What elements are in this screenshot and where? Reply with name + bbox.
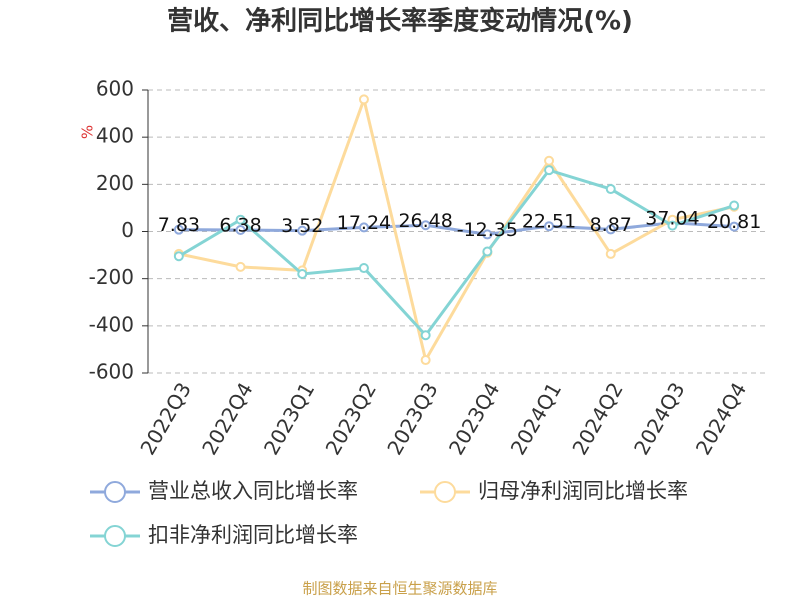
x-tick-label: 2024Q2: [567, 378, 627, 459]
data-point: [667, 220, 678, 231]
x-tick-label: 2024Q4: [691, 378, 751, 459]
data-label: 26.48: [398, 210, 452, 232]
data-point: [420, 330, 431, 341]
data-point: [544, 155, 555, 166]
data-point: [544, 165, 555, 176]
legend-item[interactable]: 营业总收入同比增长率: [90, 479, 358, 503]
x-tick-label: 2022Q4: [197, 378, 257, 459]
data-label: -12.35: [457, 219, 518, 241]
y-tick-label: -400: [89, 312, 134, 336]
x-tick-label: 2023Q1: [259, 378, 319, 459]
legend-label: 归母净利润同比增长率: [478, 479, 688, 503]
x-tick-label: 2022Q3: [135, 378, 195, 459]
data-point: [482, 229, 493, 240]
y-tick-label: 400: [96, 124, 134, 148]
data-point: [729, 221, 740, 232]
series-line: [178, 94, 735, 365]
data-point: [482, 246, 493, 257]
data-point: [235, 214, 246, 225]
data-label: 20.81: [707, 211, 761, 233]
x-tick-label: 2023Q3: [382, 378, 442, 459]
data-point: [605, 248, 616, 259]
x-tick-label: 2023Q2: [321, 378, 381, 459]
data-point: [420, 355, 431, 366]
data-point: [605, 224, 616, 235]
data-point: [729, 200, 740, 211]
data-label: 17.24: [337, 212, 391, 234]
data-label: 7.83: [158, 214, 200, 236]
data-point: [544, 221, 555, 232]
legend-label: 扣非净利润同比增长率: [148, 523, 358, 547]
data-label: 3.52: [281, 215, 323, 237]
x-tick-label: 2024Q3: [629, 378, 689, 459]
y-tick-label: 0: [121, 218, 134, 242]
y-tick-label: -200: [89, 265, 134, 289]
data-point: [297, 268, 308, 279]
legend-label: 营业总收入同比增长率: [148, 479, 358, 503]
y-tick-label: 600: [96, 77, 134, 101]
data-label: 37.04: [645, 207, 699, 229]
legend-marker: [434, 481, 456, 503]
y-axis-label: %: [79, 125, 97, 139]
y-tick-label: 200: [96, 171, 134, 195]
data-point: [297, 225, 308, 236]
x-tick-label: 2023Q4: [444, 378, 504, 459]
y-tick-label: -600: [89, 360, 134, 384]
series-line: [178, 168, 735, 338]
data-point: [358, 222, 369, 233]
legend-marker: [104, 481, 126, 503]
data-point: [235, 224, 246, 235]
data-label: 22.51: [522, 211, 576, 233]
data-point: [173, 224, 184, 235]
data-point: [420, 220, 431, 231]
data-point: [173, 251, 184, 262]
data-label: 6.38: [219, 214, 261, 236]
data-point: [358, 263, 369, 274]
data-point: [605, 184, 616, 195]
legend-marker: [104, 525, 126, 547]
source-note: 制图数据来自恒生聚源数据库: [302, 580, 497, 598]
series-line: [178, 221, 735, 236]
legend-item[interactable]: 归母净利润同比增长率: [420, 479, 688, 503]
x-tick-label: 2024Q1: [506, 378, 566, 459]
chart-title: 营收、净利同比增长率季度变动情况(%): [167, 6, 633, 37]
data-point: [235, 261, 246, 272]
data-point: [358, 94, 369, 105]
data-label: 8.87: [590, 214, 632, 236]
legend-item[interactable]: 扣非净利润同比增长率: [90, 523, 358, 547]
